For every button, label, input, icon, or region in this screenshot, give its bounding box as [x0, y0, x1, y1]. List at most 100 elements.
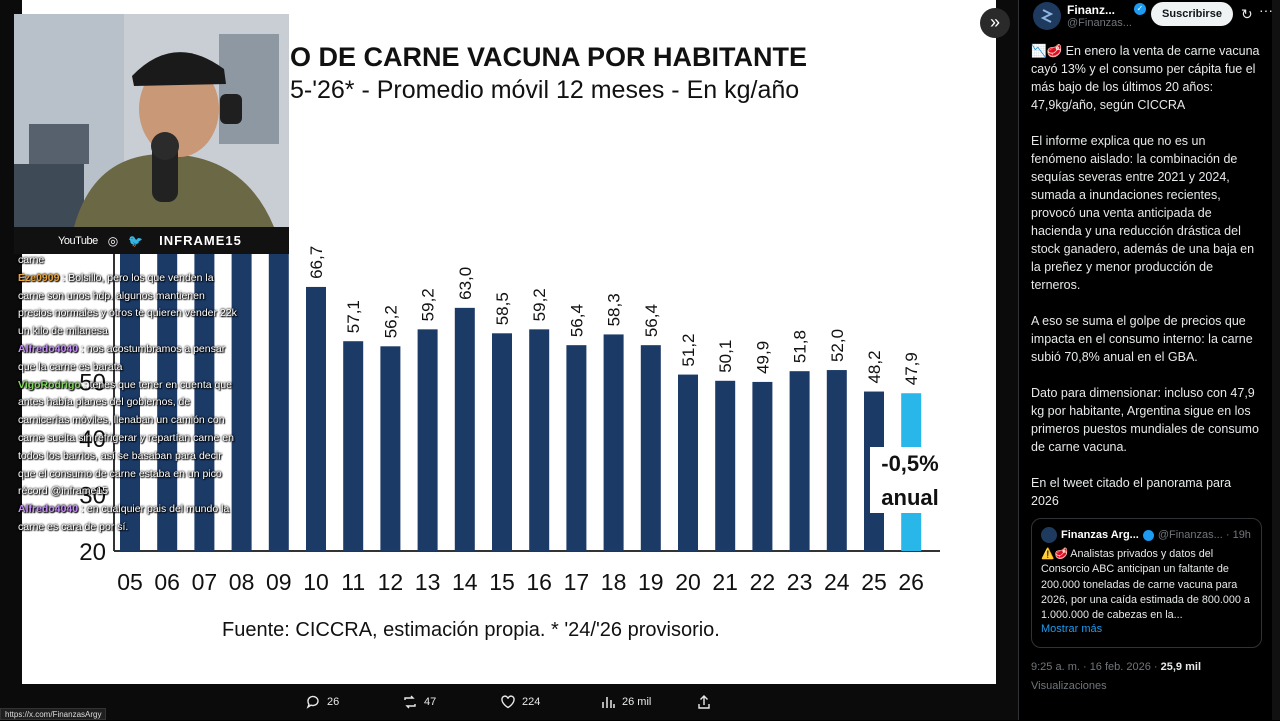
bar-value-label: 56,4: [642, 304, 661, 337]
grok-icon[interactable]: ↻: [1241, 6, 1253, 22]
streamer-handle: INFRAME15: [159, 233, 242, 248]
quoted-tweet-text: ⚠️🥩 Analistas privados y datos del Conso…: [1041, 548, 1250, 622]
x-tick-label: 15: [489, 569, 515, 595]
bar-value-label: 58,5: [493, 292, 512, 325]
x-tick-label: 26: [898, 569, 924, 595]
instagram-icon: ◎: [107, 233, 119, 248]
bar-value-label: 51,2: [679, 333, 698, 366]
chart-source: Fuente: CICCRA, estimación propia. * '24…: [222, 619, 720, 641]
chart-slide-image: O DE CARNE VACUNA POR HABITANTE 5-'26* -…: [22, 0, 996, 684]
annotation-percent: -0,5%: [881, 451, 938, 476]
bar-23: [789, 371, 810, 551]
quoted-handle-time: @Finanzas... · 19h: [1157, 529, 1251, 541]
chat-username: Eze0909: [18, 271, 60, 284]
y-tick-label: 20: [79, 539, 106, 566]
bar-value-label: 48,2: [865, 350, 884, 383]
youtube-label: YouTube: [58, 234, 98, 247]
x-tick-label: 18: [601, 569, 627, 595]
annotation-backdrop: [870, 447, 946, 513]
x-tick-label: 19: [638, 569, 664, 595]
quoted-avatar: [1041, 527, 1057, 543]
tweet-paragraph: El informe explica que no es un fenómeno…: [1031, 134, 1255, 292]
quoted-tweet[interactable]: Finanzas Arg... @Finanzas... · 19h ⚠️🥩 A…: [1031, 518, 1262, 648]
bar-21: [715, 380, 736, 551]
bar-13: [417, 329, 438, 551]
bar-value-label: 58,3: [605, 293, 624, 326]
streamer-illustration: [14, 14, 289, 227]
views-button[interactable]: 26 mil: [600, 694, 651, 710]
heart-icon: [501, 695, 515, 709]
share-icon: [698, 695, 710, 709]
share-button[interactable]: [696, 694, 712, 710]
x-tick-label: 20: [675, 569, 701, 595]
chat-text: carne: [18, 254, 45, 266]
bar-24: [826, 370, 847, 551]
bar-08: [231, 250, 252, 551]
x-tick-label: 07: [192, 569, 218, 595]
like-button[interactable]: 224: [500, 694, 540, 710]
view-count: 26 mil: [622, 696, 652, 708]
show-more-link[interactable]: Mostrar más: [1041, 623, 1103, 636]
reply-button[interactable]: 26: [305, 694, 339, 710]
x-tick-label: 12: [378, 569, 404, 595]
reply-icon: [306, 695, 319, 709]
bar-07: [194, 250, 215, 551]
more-options-icon[interactable]: ···: [1259, 2, 1273, 18]
webcam-overlay: YouTube ◎ 🐦 INFRAME15: [14, 14, 289, 254]
x-tick-label: 22: [750, 569, 776, 595]
chat-message: Alfredo4040 : nos acostumbramos a pensar…: [18, 341, 238, 377]
reply-count: 26: [327, 696, 340, 708]
x-tick-label: 16: [526, 569, 552, 595]
chat-username: Alfredo4040: [18, 503, 79, 516]
x-tick-label: 10: [303, 569, 329, 595]
annotation-label: anual: [881, 485, 938, 510]
y-tick-label: 40: [79, 426, 106, 453]
media-viewer: O DE CARNE VACUNA POR HABITANTE 5-'26* -…: [0, 0, 1018, 720]
account-name[interactable]: Finanz...: [1067, 3, 1115, 17]
bar-14: [454, 307, 475, 551]
bar-20: [678, 374, 698, 551]
timestamp-text[interactable]: 9:25 a. m. · 16 feb. 2026 ·: [1031, 661, 1161, 673]
views-count: 25,9 mil: [1160, 661, 1201, 673]
tweet-paragraph: 📉🥩 En enero la venta de carne vacuna cay…: [1031, 44, 1260, 112]
repost-count: 47: [424, 696, 437, 708]
tweet-timestamp: 9:25 a. m. · 16 feb. 2026 · 25,9 mil: [1031, 661, 1201, 673]
tweet-body: 📉🥩 En enero la venta de carne vacuna cay…: [1031, 42, 1261, 528]
x-tick-label: 06: [154, 569, 180, 595]
bar-06: [157, 250, 178, 551]
repost-button[interactable]: 47: [402, 694, 436, 710]
collapse-panel-button[interactable]: »: [980, 8, 1010, 38]
scrollbar[interactable]: [1272, 0, 1280, 720]
x-tick-label: 25: [861, 569, 887, 595]
account-handle[interactable]: @Finanzas...: [1067, 17, 1132, 29]
bar-09: [268, 250, 289, 551]
y-tick-label: 50: [79, 369, 106, 396]
chat-overlay: carne Eze0909 : Bolsillo, pero los que v…: [18, 252, 238, 537]
tweet-detail-panel: Finanz... ✓ @Finanzas... Suscribirse ↻ ·…: [1018, 0, 1280, 720]
bar-value-label: 52,0: [828, 329, 847, 362]
streamer-video: [14, 14, 289, 227]
quoted-account-name: Finanzas Arg...: [1061, 529, 1139, 541]
chat-text: : Bolsillo, pero los que venden la carne…: [18, 271, 237, 338]
repost-icon: [404, 695, 416, 709]
bar-12: [380, 346, 401, 551]
bar-value-label: 57,1: [344, 300, 363, 333]
verified-icon: ✓: [1134, 3, 1146, 15]
chat-username: VigoRodrigo: [18, 378, 81, 391]
tweet-paragraph: En el tweet citado el panorama para 2026: [1031, 476, 1232, 508]
status-bar-url: https://x.com/FinanzasArgy: [0, 708, 107, 720]
account-header: Finanz... ✓ @Finanzas... Suscribirse ↻ ·…: [1031, 0, 1280, 34]
bar-value-label: 49,9: [753, 341, 772, 374]
bar-value-label: 59,2: [530, 288, 549, 321]
subscribe-button[interactable]: Suscribirse: [1151, 2, 1233, 26]
avatar[interactable]: [1033, 2, 1061, 30]
chart-title-line1: O DE CARNE VACUNA POR HABITANTE: [290, 42, 807, 72]
views-label: Visualizaciones: [1031, 680, 1107, 692]
y-tick-label: 30: [79, 482, 106, 509]
chat-message: VigoRodrigo : tenes que tener en cuenta …: [18, 377, 238, 502]
tweet-paragraph: A eso se suma el golpe de precios que im…: [1031, 314, 1253, 364]
bar-22: [752, 381, 773, 551]
x-tick-label: 21: [712, 569, 738, 595]
bar-05: [120, 250, 140, 551]
tweet-action-bar: 26 47 224 26 mil: [0, 686, 1018, 720]
